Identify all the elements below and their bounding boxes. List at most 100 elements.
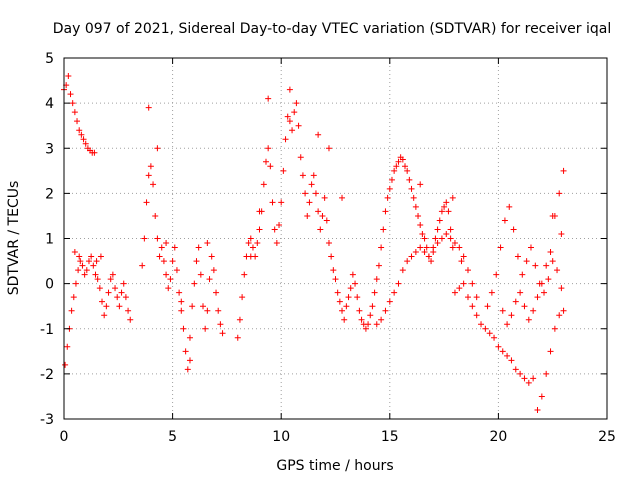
data-point: [460, 253, 467, 260]
data-point: [178, 298, 185, 305]
data-point: [260, 181, 267, 188]
data-point: [395, 158, 402, 165]
data-point: [325, 145, 332, 152]
data-point: [391, 289, 398, 296]
data-point: [112, 285, 119, 292]
data-point: [556, 312, 563, 319]
data-point: [247, 253, 254, 260]
data-point: [527, 244, 534, 251]
data-point: [82, 140, 89, 147]
data-point: [127, 316, 134, 323]
data-point: [312, 190, 319, 197]
data-point: [315, 208, 322, 215]
data-point: [371, 289, 378, 296]
data-point: [517, 370, 524, 377]
data-point: [105, 289, 112, 296]
data-point: [519, 271, 526, 278]
data-point: [85, 258, 92, 265]
data-point: [488, 289, 495, 296]
data-point: [114, 294, 121, 301]
data-point: [534, 294, 541, 301]
data-point: [341, 316, 348, 323]
data-point: [543, 370, 550, 377]
data-point: [178, 307, 185, 314]
chart-title: Day 097 of 2021, Sidereal Day-to-day VTE…: [53, 21, 611, 37]
data-point: [482, 325, 489, 332]
data-point: [69, 100, 76, 107]
data-point: [79, 262, 86, 269]
data-point: [315, 131, 322, 138]
data-point: [206, 276, 213, 283]
data-point: [93, 258, 100, 265]
data-point: [347, 285, 354, 292]
data-point: [304, 212, 311, 219]
data-point: [332, 276, 339, 283]
data-point: [543, 262, 550, 269]
data-point: [339, 307, 346, 314]
data-point: [280, 167, 287, 174]
data-point: [443, 230, 450, 237]
data-point: [330, 267, 337, 274]
data-point: [554, 267, 561, 274]
data-point: [109, 271, 116, 278]
data-point: [501, 217, 508, 224]
y-tick-label: -2: [40, 367, 54, 383]
data-point: [325, 240, 332, 247]
data-point: [499, 307, 506, 314]
data-point: [213, 289, 220, 296]
data-point: [534, 406, 541, 413]
data-point: [521, 303, 528, 310]
data-point: [402, 163, 409, 170]
data-point: [278, 199, 285, 206]
data-point: [150, 181, 157, 188]
data-point: [375, 262, 382, 269]
data-point: [276, 221, 283, 228]
y-tick-label: -1: [40, 322, 54, 338]
data-point: [234, 334, 241, 341]
data-point: [139, 262, 146, 269]
data-point: [362, 325, 369, 332]
data-point: [191, 280, 198, 287]
data-point: [456, 244, 463, 251]
data-point: [336, 298, 343, 305]
data-point: [508, 312, 515, 319]
data-point: [391, 167, 398, 174]
data-point: [445, 208, 452, 215]
data-point: [217, 321, 224, 328]
data-point: [154, 235, 161, 242]
data-point: [421, 249, 428, 256]
data-point: [200, 303, 207, 310]
data-point: [189, 303, 196, 310]
data-point: [68, 307, 75, 314]
data-point: [517, 289, 524, 296]
grid-lines: [64, 58, 607, 419]
data-point: [145, 172, 152, 179]
data-point: [176, 289, 183, 296]
data-point: [419, 230, 426, 237]
data-point: [72, 280, 79, 287]
data-point: [147, 163, 154, 170]
data-point: [441, 203, 448, 210]
data-point: [96, 285, 103, 292]
data-point: [169, 258, 176, 265]
data-point: [64, 343, 71, 350]
data-point: [469, 280, 476, 287]
data-point: [90, 262, 97, 269]
data-point: [180, 325, 187, 332]
data-point: [458, 258, 465, 265]
data-point: [78, 131, 85, 138]
data-point: [239, 294, 246, 301]
data-point: [182, 348, 189, 355]
data-point: [62, 361, 69, 368]
data-point: [425, 253, 432, 260]
data-point: [219, 330, 226, 337]
y-tick-label: 5: [45, 51, 54, 67]
data-point: [145, 104, 152, 111]
data-point: [408, 253, 415, 260]
data-point: [356, 307, 363, 314]
data-point: [107, 276, 114, 283]
data-point: [506, 203, 513, 210]
data-point: [122, 294, 129, 301]
data-point: [404, 258, 411, 265]
